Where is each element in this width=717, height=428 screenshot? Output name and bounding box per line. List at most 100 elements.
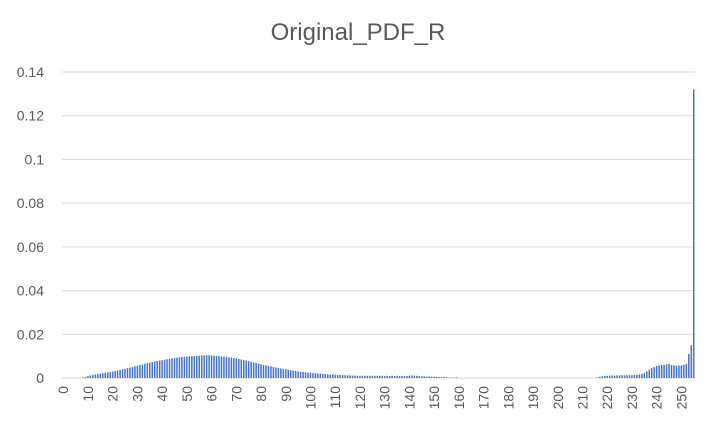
bar (297, 371, 299, 378)
bar (403, 376, 406, 378)
bar (287, 369, 289, 378)
bar (149, 362, 151, 378)
bar (304, 372, 307, 378)
bar (252, 362, 255, 378)
x-tick-label: 90 (278, 386, 294, 402)
bar (604, 375, 606, 378)
x-tick-label: 250 (673, 386, 689, 410)
bar (200, 355, 203, 378)
y-tick-label: 0.12 (17, 108, 44, 124)
bar (675, 365, 678, 378)
bar (240, 359, 243, 378)
bar (111, 371, 114, 378)
bar (119, 369, 121, 378)
x-tick-label: 150 (426, 386, 442, 410)
bar (188, 356, 191, 378)
bar (307, 372, 309, 378)
bar (631, 375, 633, 378)
x-tick-label: 80 (253, 386, 269, 402)
bar (247, 361, 250, 378)
bar (388, 376, 391, 378)
bar (386, 375, 388, 378)
x-tick-label: 50 (179, 386, 195, 402)
bar (309, 372, 312, 378)
bar (359, 375, 361, 378)
bar (411, 375, 413, 378)
bar (99, 373, 102, 378)
bar (186, 356, 188, 378)
bar (361, 375, 364, 378)
bar (116, 370, 119, 378)
bar (356, 375, 359, 378)
bar (238, 358, 240, 378)
bar (693, 89, 695, 378)
x-tick-label: 0 (55, 386, 71, 394)
x-tick-label: 220 (599, 386, 615, 410)
bar (430, 376, 433, 378)
bar (139, 365, 141, 378)
bar (369, 375, 371, 378)
bar (398, 376, 401, 378)
x-tick-label: 20 (105, 386, 121, 402)
bar (262, 364, 265, 378)
bar (599, 376, 601, 378)
bar (319, 373, 322, 378)
bar (680, 365, 683, 378)
chart-title: Original_PDF_R (271, 19, 446, 46)
bar (146, 363, 149, 378)
bar (425, 376, 428, 378)
bar (161, 360, 163, 378)
y-tick-label: 0.02 (17, 326, 44, 342)
bar (346, 375, 349, 378)
x-tick-label: 60 (204, 386, 220, 402)
x-tick-label: 40 (154, 386, 170, 402)
x-tick-label: 30 (129, 386, 145, 402)
bar (198, 355, 200, 378)
bar (272, 367, 275, 378)
bar (191, 356, 193, 378)
x-tick-label: 200 (550, 386, 566, 410)
x-tick-label: 110 (327, 386, 343, 409)
bar (203, 355, 205, 378)
bar (421, 376, 423, 378)
bar (193, 356, 196, 378)
bar (332, 374, 334, 378)
bar (423, 376, 425, 378)
bar (433, 376, 435, 378)
bar (608, 375, 611, 378)
bar (339, 374, 341, 378)
bar (626, 375, 628, 378)
bar (381, 375, 383, 378)
bar (329, 374, 332, 378)
y-tick-label: 0.04 (17, 283, 44, 299)
bar (181, 357, 183, 378)
bar (638, 374, 641, 378)
bar (393, 376, 396, 378)
x-tick-label: 240 (649, 386, 665, 410)
bar (641, 374, 643, 378)
bar (688, 353, 690, 378)
bar (336, 374, 339, 378)
bar (440, 377, 443, 378)
bar (205, 355, 208, 378)
bar (282, 368, 285, 378)
y-tick-label: 0 (36, 370, 44, 386)
bar (302, 371, 304, 378)
bar (126, 368, 129, 378)
x-tick-label: 140 (401, 386, 417, 410)
bar (151, 362, 153, 378)
bar (341, 375, 344, 378)
bar (163, 359, 166, 378)
bar (665, 364, 668, 378)
bar (445, 377, 448, 378)
bar (376, 375, 379, 378)
bar (391, 375, 393, 378)
bar (257, 363, 260, 378)
bar (285, 369, 287, 378)
bar (97, 374, 99, 378)
bar (406, 375, 408, 378)
bar (299, 371, 302, 378)
bar (606, 375, 608, 378)
bar (658, 365, 660, 378)
bar (215, 355, 218, 378)
